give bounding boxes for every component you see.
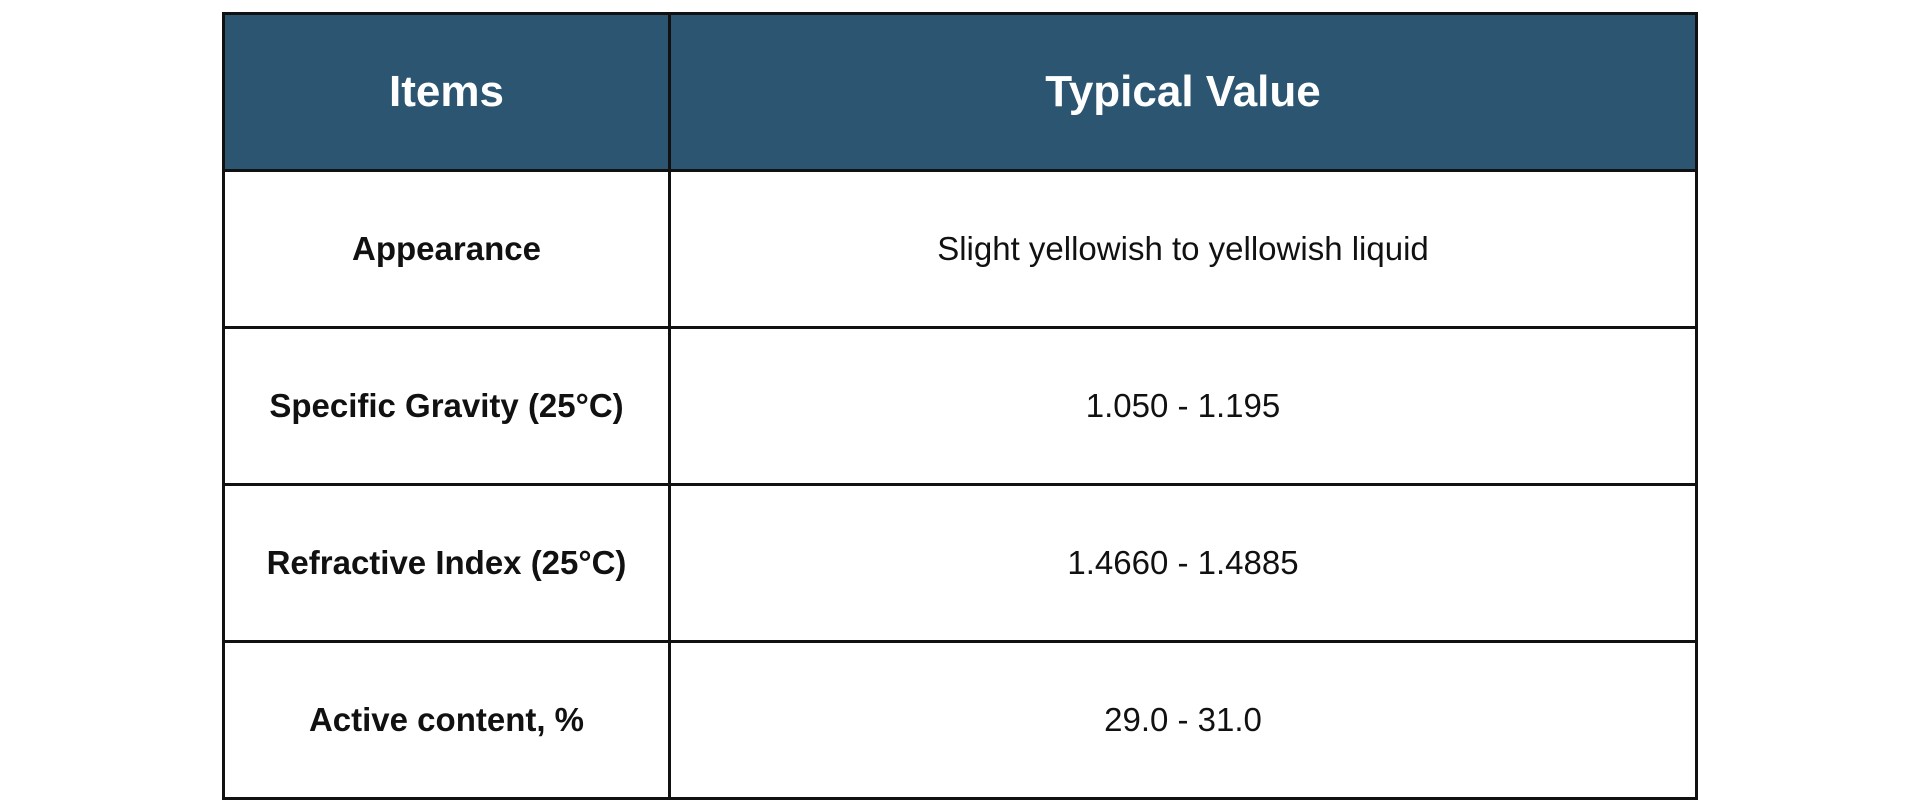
table-body: Appearance Slight yellowish to yellowish … bbox=[222, 169, 1698, 800]
header-row: Items Typical Value bbox=[222, 12, 1698, 172]
table-row: Specific Gravity (25°C) 1.050 - 1.195 bbox=[222, 326, 1698, 486]
header-cell: Items bbox=[222, 12, 671, 172]
item-cell: Active content, % bbox=[222, 640, 671, 800]
table-row: Active content, % 29.0 - 31.0 bbox=[222, 640, 1698, 800]
header-cell: Typical Value bbox=[668, 12, 1698, 172]
table-container: Items Typical Value Appearance Slight yell… bbox=[222, 12, 1698, 800]
item-cell: Appearance bbox=[222, 169, 671, 329]
table-row: Appearance Slight yellowish to yellowish … bbox=[222, 169, 1698, 329]
value-cell: 1.050 - 1.195 bbox=[668, 326, 1698, 486]
value-cell: 1.4660 - 1.4885 bbox=[668, 483, 1698, 643]
item-cell: Refractive Index (25°C) bbox=[222, 483, 671, 643]
value-cell: 29.0 - 31.0 bbox=[668, 640, 1698, 800]
item-cell: Specific Gravity (25°C) bbox=[222, 326, 671, 486]
table-row: Refractive Index (25°C) 1.4660 - 1.4885 bbox=[222, 483, 1698, 643]
spec-table: Items Typical Value Appearance Slight yell… bbox=[222, 12, 1698, 800]
value-cell: Slight yellowish to yellowish liquid bbox=[668, 169, 1698, 329]
